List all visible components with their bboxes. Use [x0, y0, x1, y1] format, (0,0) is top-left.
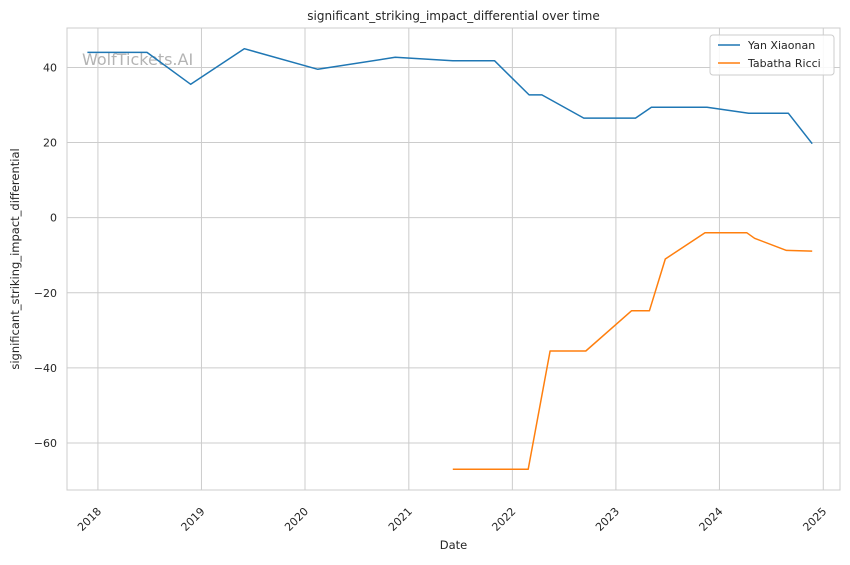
- y-tick-label: −20: [34, 287, 57, 300]
- grid: [67, 28, 840, 490]
- y-tick-label: −40: [34, 362, 57, 375]
- legend-label: Tabatha Ricci: [747, 57, 821, 70]
- y-tick-label: −60: [34, 437, 57, 450]
- legend-label: Yan Xiaonan: [747, 39, 815, 52]
- watermark-text: WolfTickets.AI: [82, 50, 193, 69]
- series-line: [452, 231, 813, 471]
- plot-frame: [66, 27, 841, 491]
- y-axis-title: significant_striking_impact_differential: [8, 148, 22, 369]
- x-axis-title: Date: [440, 538, 468, 552]
- series-lines: [87, 47, 813, 471]
- y-tick-label: 0: [50, 212, 57, 225]
- series-line: [87, 47, 813, 145]
- legend-box: [709, 34, 835, 76]
- y-tick-label: 20: [43, 137, 57, 150]
- y-tick-label: 40: [43, 61, 57, 74]
- chart-title: significant_striking_impact_differential…: [307, 9, 599, 23]
- legend: Yan Xiaonan Tabatha Ricci: [709, 34, 835, 76]
